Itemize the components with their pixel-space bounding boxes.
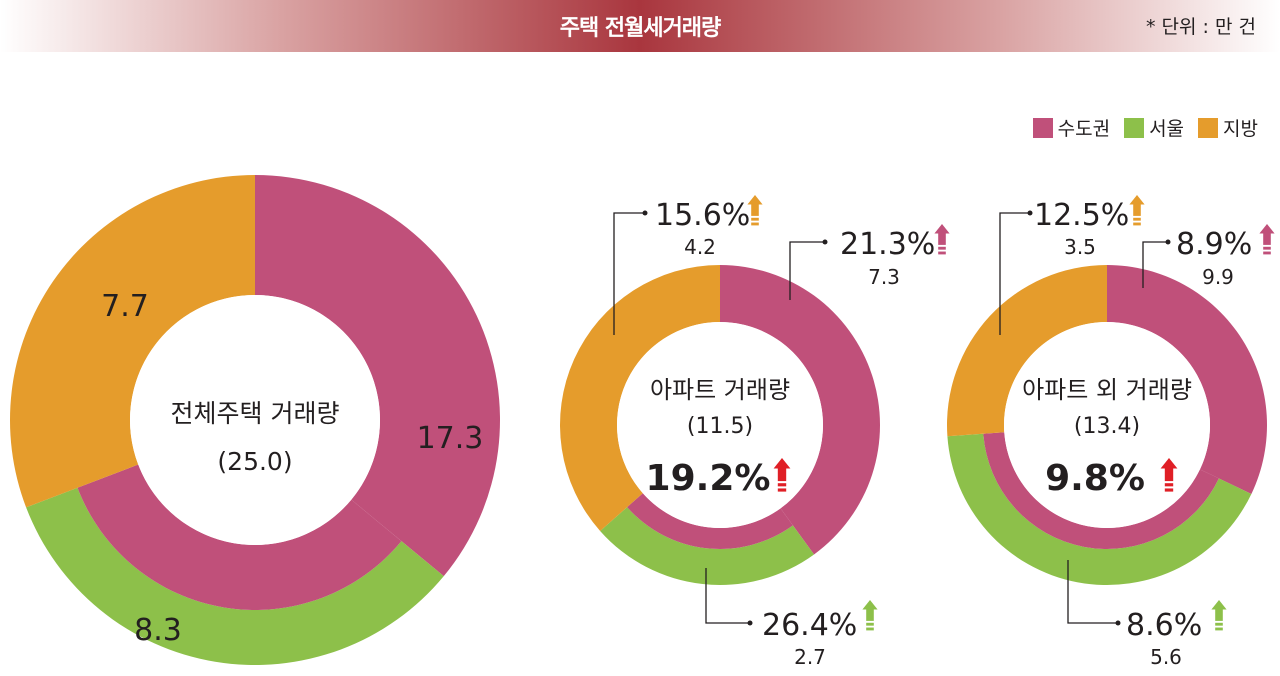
- legend-label-metro: 수도권: [1057, 118, 1111, 140]
- donut-1-metro-change: 21.3%: [840, 227, 935, 262]
- donut-1-regional-leader: [613, 212, 645, 335]
- donut-2-regional-up-icon: [1129, 195, 1145, 226]
- donut-1-center: [617, 322, 823, 528]
- legend-item-seoul: 서울: [1124, 114, 1184, 141]
- donut-2-seoul-dot: [1115, 620, 1121, 626]
- donut-2-metro-value: 9.9: [1202, 265, 1234, 289]
- donut-1-center-label: 아파트 거래량: [650, 376, 790, 404]
- legend-swatch-metro: [1032, 117, 1053, 138]
- donut-1-metro-leader: [789, 241, 825, 300]
- donut-1-regional-value: 4.2: [684, 235, 716, 259]
- donut-2-regional-dot: [1027, 210, 1033, 216]
- donut-2-metro-dot: [1165, 239, 1171, 245]
- donut-1-regional-slice: [560, 265, 720, 531]
- donut-1-metro-value: 7.3: [868, 265, 900, 289]
- donut-2-metro-slice: [1107, 265, 1267, 494]
- donut-0-seoul-slice: [26, 487, 444, 665]
- donut-1-seoul-slice: [600, 507, 815, 585]
- donut-0-regional-slice: [9, 175, 255, 508]
- donut-2-metro-inner-slice: [983, 432, 1219, 549]
- donut-0-metro-inner-slice: [77, 464, 402, 610]
- donut-0-center-total: (25.0): [217, 447, 292, 476]
- legend-label-seoul: 서울: [1149, 118, 1185, 140]
- donut-2-metro-change: 8.9%: [1176, 227, 1252, 262]
- legend-swatch-seoul: [1124, 117, 1145, 138]
- donut-0-seoul-value: 8.3: [134, 613, 182, 648]
- donut-2-seoul-slice: [947, 433, 1252, 586]
- page-title: 주택 전월세거래량: [559, 16, 722, 41]
- legend-item-metro: 수도권: [1032, 114, 1111, 141]
- donut-2-seoul-value: 5.6: [1150, 645, 1182, 669]
- donut-1-seoul-value: 2.7: [794, 645, 826, 669]
- donut-1-regional-dot: [642, 210, 648, 216]
- donut-2-center-total: (13.4): [1074, 414, 1140, 439]
- donut-2-regional-leader: [999, 212, 1030, 335]
- donut-1-center-total: (11.5): [687, 414, 753, 439]
- donut-1-center-up-icon: [773, 458, 791, 492]
- donut-2-regional-change: 12.5%: [1034, 198, 1129, 233]
- donut-0-regional-value: 7.7: [101, 289, 149, 324]
- donut-1-seoul-leader: [705, 568, 750, 624]
- donut-2-center-up-icon: [1160, 458, 1178, 492]
- donut-1-metro-inner-slice: [627, 493, 793, 549]
- donut-1-metro-up-icon: [934, 224, 950, 255]
- donut-0-center-label: 전체주택 거래량: [171, 399, 340, 428]
- donut-1-regional-up-icon: [747, 195, 763, 226]
- donut-1-seoul-change: 26.4%: [762, 608, 857, 643]
- legend-item-regional: 지방: [1198, 114, 1258, 141]
- donut-2-seoul-change: 8.6%: [1126, 608, 1202, 643]
- legend-label-regional: 지방: [1223, 118, 1258, 140]
- donut-1-metro-dot: [822, 239, 828, 245]
- donut-0-center: [130, 295, 380, 545]
- donut-2-center-label: 아파트 외 거래량: [1022, 376, 1192, 404]
- donut-1-metro-slice: [720, 265, 881, 555]
- unit-note: * 단위 : 만 건: [1146, 16, 1256, 38]
- legend-swatch-regional: [1198, 117, 1219, 138]
- donut-2-regional-value: 3.5: [1064, 235, 1096, 259]
- donut-2-metro-leader: [1142, 241, 1168, 288]
- donut-2-seoul-leader: [1067, 560, 1118, 624]
- donut-0-metro-value: 17.3: [417, 421, 484, 456]
- donut-1-regional-change: 15.6%: [655, 198, 750, 233]
- donut-2-regional-slice: [947, 265, 1107, 437]
- donut-2-center: [1004, 322, 1210, 528]
- donut-2-metro-up-icon: [1259, 224, 1275, 255]
- donut-0-metro-slice: [255, 175, 500, 577]
- title-bar: [0, 0, 1280, 52]
- donut-2-center-change: 9.8%: [1045, 458, 1145, 499]
- donut-1-seoul-up-icon: [862, 600, 878, 631]
- donut-1-center-change: 19.2%: [646, 458, 771, 499]
- donut-2-seoul-up-icon: [1211, 600, 1227, 631]
- legend: 수도권 서울 지방: [1019, 114, 1258, 141]
- donut-1-seoul-dot: [747, 620, 753, 626]
